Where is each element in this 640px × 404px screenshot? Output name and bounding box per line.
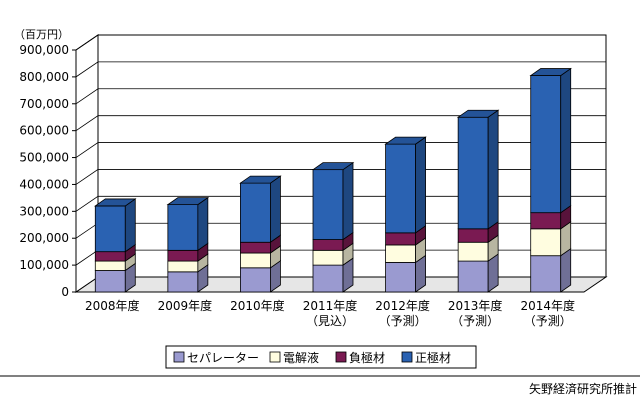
x-category-label: 2012年度 bbox=[375, 298, 430, 313]
gridline bbox=[75, 195, 606, 212]
x-category-label: 2014年度 bbox=[520, 298, 575, 313]
bar-segment-front bbox=[385, 232, 416, 246]
bar-segment-front bbox=[457, 260, 489, 293]
x-category-label: 2008年度 bbox=[85, 298, 140, 313]
y-tick-label: 600,000 bbox=[19, 124, 69, 138]
bar-segment-front bbox=[457, 228, 489, 243]
y-axis-unit-label: （百万円） bbox=[14, 28, 69, 41]
bar-segment-side bbox=[270, 175, 281, 244]
bar-segment-front bbox=[457, 116, 489, 230]
bar-segment-side bbox=[342, 161, 354, 241]
gridline bbox=[75, 61, 606, 78]
bar-segment-front bbox=[94, 205, 126, 253]
bar-segment-front bbox=[385, 262, 416, 293]
bar-segment-front bbox=[167, 271, 199, 293]
y-tick-label: 700,000 bbox=[19, 97, 69, 111]
bar-segment-front bbox=[167, 204, 199, 251]
bar-top-face bbox=[94, 198, 137, 207]
x-category-label: 2009年度 bbox=[158, 298, 213, 313]
legend-swatch bbox=[401, 351, 413, 363]
bar-top-face bbox=[239, 175, 282, 184]
bar-segment-front bbox=[312, 169, 344, 240]
y-tick-label: 800,000 bbox=[19, 70, 69, 84]
legend-label: セパレーター bbox=[187, 351, 259, 365]
bar-segment-side bbox=[560, 67, 572, 214]
bar-segment-front bbox=[530, 228, 562, 257]
bar-segment-front bbox=[385, 143, 416, 234]
x-category-sublabel: （予測） bbox=[379, 314, 427, 328]
legend-box bbox=[165, 345, 477, 369]
bar-segment-front bbox=[94, 260, 126, 271]
gridline bbox=[75, 34, 606, 51]
y-tick-label: 400,000 bbox=[19, 177, 69, 191]
y-tick-label: 200,000 bbox=[19, 231, 69, 245]
bar-segment-front bbox=[167, 249, 199, 262]
bar-segment-side bbox=[197, 196, 209, 252]
bar-top-face bbox=[384, 136, 427, 145]
x-category-sublabel: （予測） bbox=[451, 314, 499, 328]
bar-top-face bbox=[166, 197, 210, 206]
bar-segment-front bbox=[240, 182, 271, 243]
bar-segment-front bbox=[240, 267, 271, 293]
gridline bbox=[75, 169, 606, 185]
gridline bbox=[75, 115, 606, 131]
bar-top-face bbox=[311, 162, 355, 171]
bar-segment-front bbox=[312, 249, 344, 266]
bar-segment-front bbox=[530, 255, 562, 293]
x-category-sublabel: （予測） bbox=[524, 314, 572, 328]
legend-label: 負極材 bbox=[349, 350, 385, 365]
y-tick-label: 300,000 bbox=[19, 204, 69, 218]
bar-segment-side bbox=[560, 247, 572, 293]
y-tick-label: 100,000 bbox=[19, 258, 69, 272]
bar-segment-front bbox=[167, 260, 199, 273]
y-tick-label: 900,000 bbox=[19, 43, 69, 57]
bar-segment-front bbox=[457, 241, 489, 262]
legend-label: 電解液 bbox=[283, 350, 319, 365]
bar-segment-front bbox=[94, 251, 126, 262]
legend-swatch bbox=[269, 351, 281, 363]
bar-segment-side bbox=[124, 198, 136, 253]
bar-top-face bbox=[529, 68, 572, 76]
bar-segment-front bbox=[530, 75, 562, 214]
bar-segment-front bbox=[240, 241, 271, 254]
bar-segment-front bbox=[312, 264, 344, 293]
x-category-label: 2013年度 bbox=[448, 298, 503, 313]
bar-segment-side bbox=[415, 136, 426, 234]
bar-segment-front bbox=[385, 244, 416, 263]
x-category-label: 2010年度 bbox=[230, 298, 285, 313]
bar-segment-front bbox=[240, 252, 271, 269]
bar-segment-front bbox=[312, 239, 344, 251]
x-category-sublabel: （見込） bbox=[306, 314, 354, 328]
y-tick-label: 500,000 bbox=[19, 151, 69, 165]
x-category-label: 2011年度 bbox=[303, 298, 358, 313]
bar-segment-side bbox=[487, 109, 499, 230]
gridline bbox=[75, 142, 606, 158]
y-tick-label: 0 bbox=[61, 285, 69, 299]
bar-top-face bbox=[456, 109, 500, 118]
legend-label: 正極材 bbox=[415, 350, 451, 365]
gridline bbox=[75, 88, 606, 105]
bar-segment-front bbox=[530, 212, 562, 230]
legend-swatch bbox=[335, 351, 347, 363]
legend-swatch bbox=[173, 351, 185, 363]
chart-side-wall bbox=[75, 34, 99, 293]
source-note: 矢野経済研究所推計 bbox=[529, 381, 637, 396]
bar-segment-front bbox=[94, 270, 126, 293]
